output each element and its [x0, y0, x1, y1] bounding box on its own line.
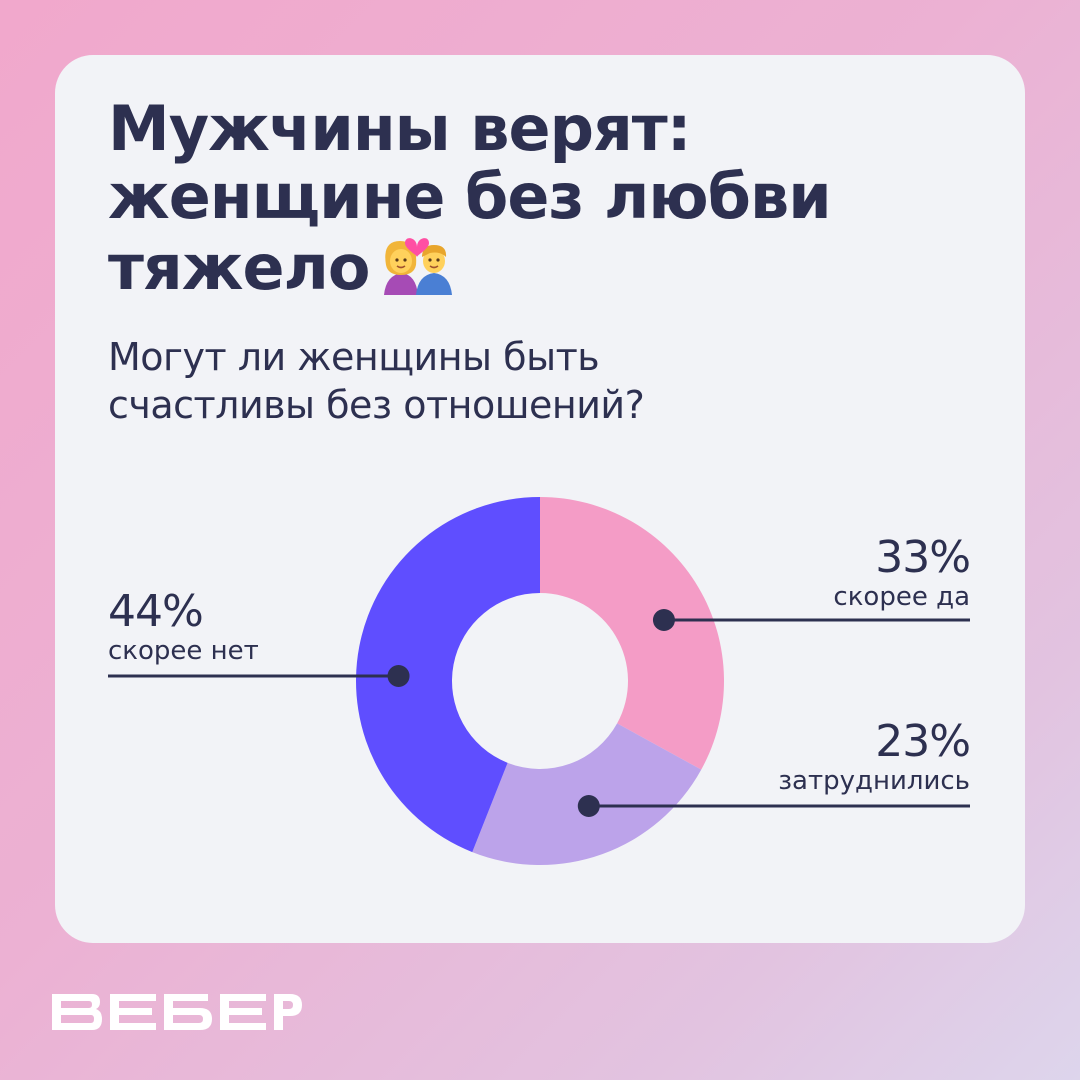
title-line-3-text: тяжело	[108, 231, 370, 304]
subtitle-line-2: счастливы без отношений?	[108, 383, 645, 427]
title-line-3: тяжело	[108, 231, 988, 308]
leader-dot-yes	[652, 609, 675, 631]
data-label-yes-text: скорее да	[833, 582, 970, 612]
data-label-no-percent: 44%	[108, 586, 204, 637]
couple-with-heart-icon	[380, 231, 454, 308]
page-title: Мужчины верят: женщине без любви тяжело	[108, 95, 988, 308]
data-label-no-text: скорее нет	[108, 636, 259, 666]
label-unsure: 23% затруднились	[778, 716, 971, 797]
brand-logo	[52, 994, 302, 1034]
data-label-unsure-text: затруднились	[778, 766, 970, 796]
slice-yes	[540, 497, 725, 770]
data-label-unsure-percent: 23%	[875, 716, 971, 767]
title-line-2: женщине без любви	[108, 160, 832, 233]
slice-no	[355, 497, 540, 853]
brand-logo-wordmark	[52, 994, 302, 1030]
title-line-1: Мужчины верят:	[108, 92, 692, 165]
leader-dot-unsure	[577, 795, 600, 817]
label-yes: 33% скорее да	[833, 532, 971, 613]
label-no: 44% скорее нет	[108, 586, 259, 667]
leader-dot-no	[387, 665, 410, 687]
data-label-yes-percent: 33%	[875, 532, 971, 583]
subtitle-line-1: Могут ли женщины быть	[108, 335, 600, 379]
slice-unsure	[472, 723, 702, 866]
chart-question: Могут ли женщины быть счастливы без отно…	[108, 333, 968, 429]
